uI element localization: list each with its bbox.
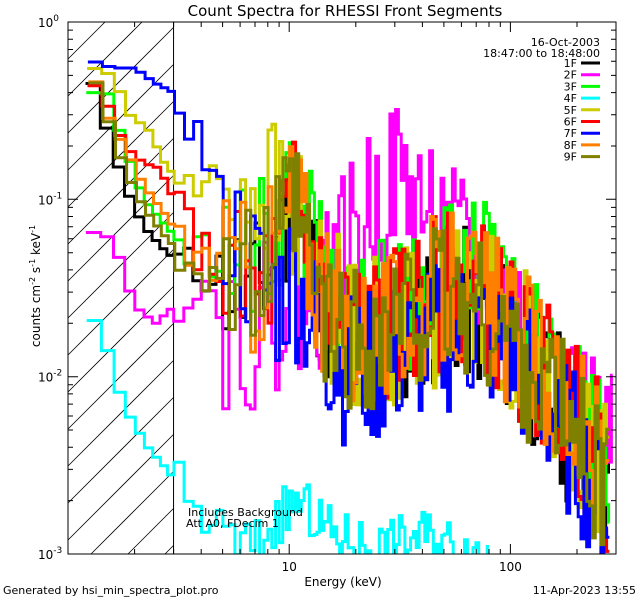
annotation-attenuator: Att A0, FDecim 1 (186, 517, 279, 530)
legend-label-7F: 7F (564, 127, 577, 140)
series-layer (85, 60, 613, 554)
series-line-9F (88, 81, 610, 547)
series-line-4F (86, 319, 489, 554)
footer-date: 11-Apr-2023 13:55 (533, 584, 636, 597)
legend: 16-Oct-2003 18:47:00 to 18:48:00 1F2F3F4… (483, 36, 600, 164)
legend-date: 16-Oct-2003 (531, 36, 600, 49)
x-axis-label: Energy (keV) (304, 575, 381, 589)
y-axis-label: counts cm-2 s-1 keV-1 (28, 225, 43, 347)
y-tick-label: 10-1 (38, 191, 62, 207)
annotation-background: Includes Background (188, 506, 303, 519)
legend-label-1F: 1F (564, 57, 577, 70)
chart-title: Count Spectra for RHESSI Front Segments (188, 2, 503, 20)
x-tick-label: 10 (282, 560, 297, 574)
legend-label-4F: 4F (564, 92, 577, 105)
y-tick-label: 10-3 (38, 546, 62, 562)
legend-label-3F: 3F (564, 80, 577, 93)
y-tick-label: 10-2 (38, 369, 62, 385)
hatch-lines (67, 21, 174, 555)
footer-generated-by: Generated by hsi_min_spectra_plot.pro (3, 584, 219, 597)
y-tick-label: 100 (38, 14, 59, 30)
axes: 10 100 10-3 10-2 10-1 100 (38, 14, 617, 574)
legend-label-9F: 9F (564, 151, 577, 164)
legend-label-5F: 5F (564, 104, 577, 117)
axis-ticks (67, 22, 617, 555)
legend-label-6F: 6F (564, 116, 577, 129)
legend-time-range: 18:47:00 to 18:48:00 (483, 47, 600, 60)
legend-label-2F: 2F (564, 69, 577, 82)
x-tick-label: 100 (499, 560, 522, 574)
legend-label-8F: 8F (564, 139, 577, 152)
plot-frame (67, 21, 617, 555)
